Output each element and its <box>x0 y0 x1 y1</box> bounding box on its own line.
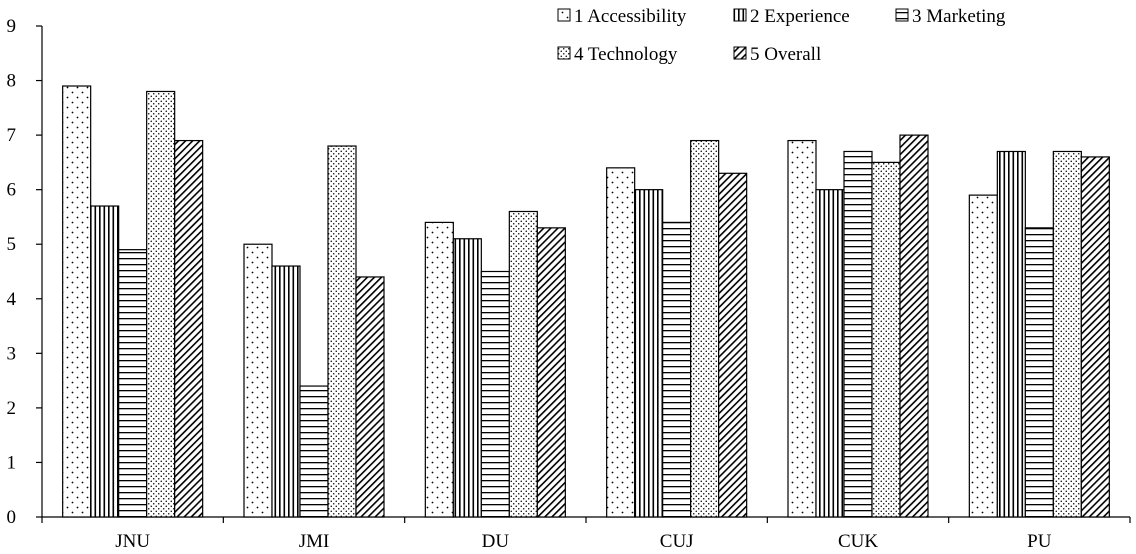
legend-swatch-4 <box>557 46 571 60</box>
legend-label-3: 3 Marketing <box>912 6 1006 27</box>
legend-swatch-3 <box>895 8 909 22</box>
legend: 1 Accessibility 2 Experience 3 Marketing 4 … <box>557 6 1006 65</box>
legend-label-5: 5 Overall <box>750 44 821 65</box>
x-category-label: JNU <box>115 531 150 552</box>
bar-cuk-series-1 <box>787 139 817 518</box>
y-axis: 0 1 2 3 4 5 6 7 8 9 <box>7 16 43 528</box>
bar-jnu-series-3 <box>118 249 148 518</box>
legend-label-2: 2 Experience <box>750 6 850 27</box>
y-tick-label: 7 <box>7 125 17 146</box>
y-tick-label: 2 <box>7 398 17 419</box>
bar-du-series-4 <box>508 210 538 518</box>
x-axis: JNU JMI DU CUJ CUK PU <box>41 516 1131 552</box>
bar-cuj-series-1 <box>606 167 636 518</box>
y-tick-label: 9 <box>7 16 17 37</box>
bar-pu-series-1 <box>968 194 998 518</box>
x-category-label: JMI <box>299 531 330 552</box>
bar-jmi-series-2 <box>271 265 301 518</box>
bar-jmi-series-4 <box>327 145 357 518</box>
bar-du-series-5 <box>536 227 566 518</box>
bar-jnu-series-2 <box>90 205 120 518</box>
bar-cuj-series-4 <box>690 139 720 518</box>
bar-pu-series-4 <box>1052 150 1082 518</box>
bar-jnu-series-1 <box>62 85 92 518</box>
bar-cuk-series-4 <box>871 161 901 518</box>
y-tick-label: 6 <box>7 180 17 201</box>
y-tick-label: 1 <box>7 452 17 473</box>
bar-pu-series-2 <box>996 150 1026 518</box>
bar-cuj-series-5 <box>718 172 748 518</box>
bar-du-series-3 <box>480 270 510 518</box>
y-tick-label: 8 <box>7 71 17 92</box>
legend-label-4: 4 Technology <box>574 44 678 65</box>
y-tick-label: 5 <box>7 234 17 255</box>
bar-jmi-series-1 <box>243 243 273 518</box>
bar-pu-series-5 <box>1080 156 1110 518</box>
bar-cuk-series-2 <box>815 189 845 518</box>
bar-jmi-series-5 <box>355 276 385 518</box>
bar-jmi-series-3 <box>299 385 329 518</box>
x-category-label: PU <box>1027 531 1052 552</box>
bar-pu-series-3 <box>1024 227 1054 518</box>
bar-jnu-series-5 <box>174 139 204 518</box>
y-tick-label: 3 <box>7 343 17 364</box>
y-tick-label: 4 <box>7 289 17 310</box>
x-category-label: CUK <box>838 531 878 552</box>
bar-jnu-series-4 <box>146 90 176 518</box>
bar-cuj-series-3 <box>662 221 692 518</box>
bar-cuk-series-3 <box>843 150 873 518</box>
legend-label-1: 1 Accessibility <box>574 6 687 27</box>
bars <box>62 85 1110 518</box>
x-category-label: CUJ <box>660 531 694 552</box>
legend-swatch-2 <box>733 8 747 22</box>
x-category-label: DU <box>482 531 510 552</box>
bar-cuj-series-2 <box>634 189 664 518</box>
legend-swatch-5 <box>733 46 747 60</box>
legend-swatch-1 <box>557 8 571 22</box>
bar-du-series-1 <box>424 221 454 518</box>
bar-cuk-series-5 <box>899 134 929 518</box>
y-tick-label: 0 <box>7 507 17 528</box>
bar-du-series-2 <box>452 238 482 518</box>
